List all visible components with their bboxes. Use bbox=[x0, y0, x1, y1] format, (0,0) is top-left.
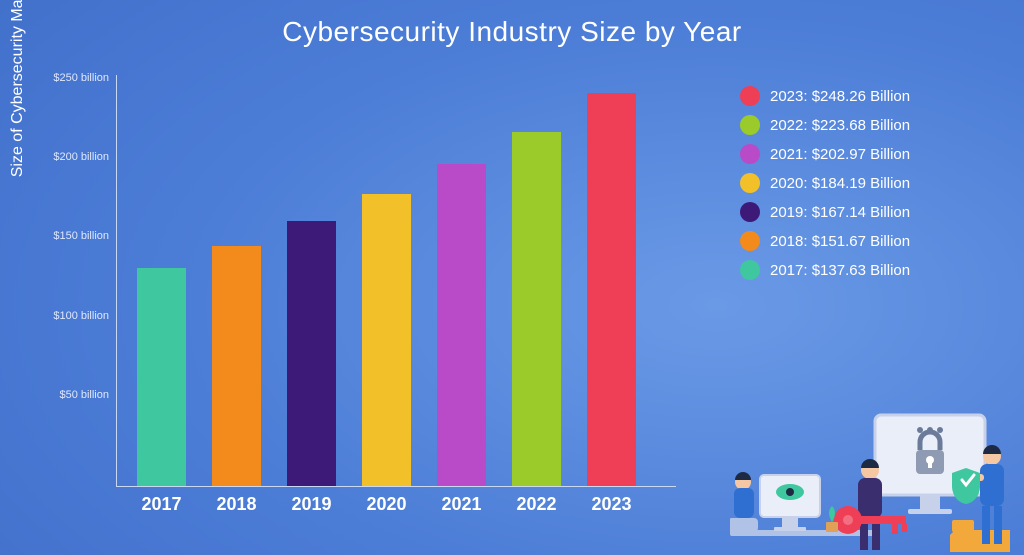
legend-label: 2018: $151.67 Billion bbox=[770, 233, 910, 250]
x-tick-label: 2023 bbox=[591, 494, 631, 515]
legend-item: 2022: $223.68 Billion bbox=[740, 115, 910, 135]
legend-swatch-icon bbox=[740, 173, 760, 193]
legend-swatch-icon bbox=[740, 260, 760, 280]
bar-2020 bbox=[362, 194, 411, 486]
legend-swatch-icon bbox=[740, 202, 760, 222]
legend-label: 2017: $137.63 Billion bbox=[770, 262, 910, 279]
y-tick-label: $200 billion bbox=[53, 151, 109, 163]
legend-label: 2023: $248.26 Billion bbox=[770, 88, 910, 105]
chart-title: Cybersecurity Industry Size by Year bbox=[0, 16, 1024, 48]
legend-item: 2020: $184.19 Billion bbox=[740, 173, 910, 193]
x-tick-label: 2020 bbox=[366, 494, 406, 515]
legend: 2023: $248.26 Billion 2022: $223.68 Billi… bbox=[740, 86, 910, 289]
bar-2022 bbox=[512, 132, 561, 486]
legend-label: 2020: $184.19 Billion bbox=[770, 175, 910, 192]
security-illustration bbox=[730, 380, 1020, 555]
legend-label: 2022: $223.68 Billion bbox=[770, 117, 910, 134]
y-tick-label: $150 billion bbox=[53, 230, 109, 242]
legend-swatch-icon bbox=[740, 86, 760, 106]
legend-label: 2019: $167.14 Billion bbox=[770, 204, 910, 221]
x-tick-label: 2017 bbox=[141, 494, 181, 515]
bar-2019 bbox=[287, 221, 336, 486]
plot-area: $50 billion$100 billion$150 billion$200 … bbox=[116, 75, 676, 487]
legend-label: 2021: $202.97 Billion bbox=[770, 146, 910, 163]
bar-2021 bbox=[437, 164, 486, 486]
legend-item: 2021: $202.97 Billion bbox=[740, 144, 910, 164]
x-tick-label: 2022 bbox=[516, 494, 556, 515]
legend-item: 2018: $151.67 Billion bbox=[740, 231, 910, 251]
bar-2017 bbox=[137, 268, 186, 486]
y-tick-label: $100 billion bbox=[53, 310, 109, 322]
legend-item: 2019: $167.14 Billion bbox=[740, 202, 910, 222]
x-tick-label: 2021 bbox=[441, 494, 481, 515]
legend-swatch-icon bbox=[740, 144, 760, 164]
bar-2023 bbox=[587, 93, 636, 486]
y-tick-label: $50 billion bbox=[59, 389, 109, 401]
x-tick-label: 2019 bbox=[291, 494, 331, 515]
y-tick-label: $250 billion bbox=[53, 72, 109, 84]
y-axis-label: Size of Cybersecurity Market bbox=[9, 0, 27, 177]
legend-swatch-icon bbox=[740, 115, 760, 135]
legend-item: 2023: $248.26 Billion bbox=[740, 86, 910, 106]
x-tick-label: 2018 bbox=[216, 494, 256, 515]
legend-swatch-icon bbox=[740, 231, 760, 251]
legend-item: 2017: $137.63 Billion bbox=[740, 260, 910, 280]
bar-2018 bbox=[212, 246, 261, 486]
